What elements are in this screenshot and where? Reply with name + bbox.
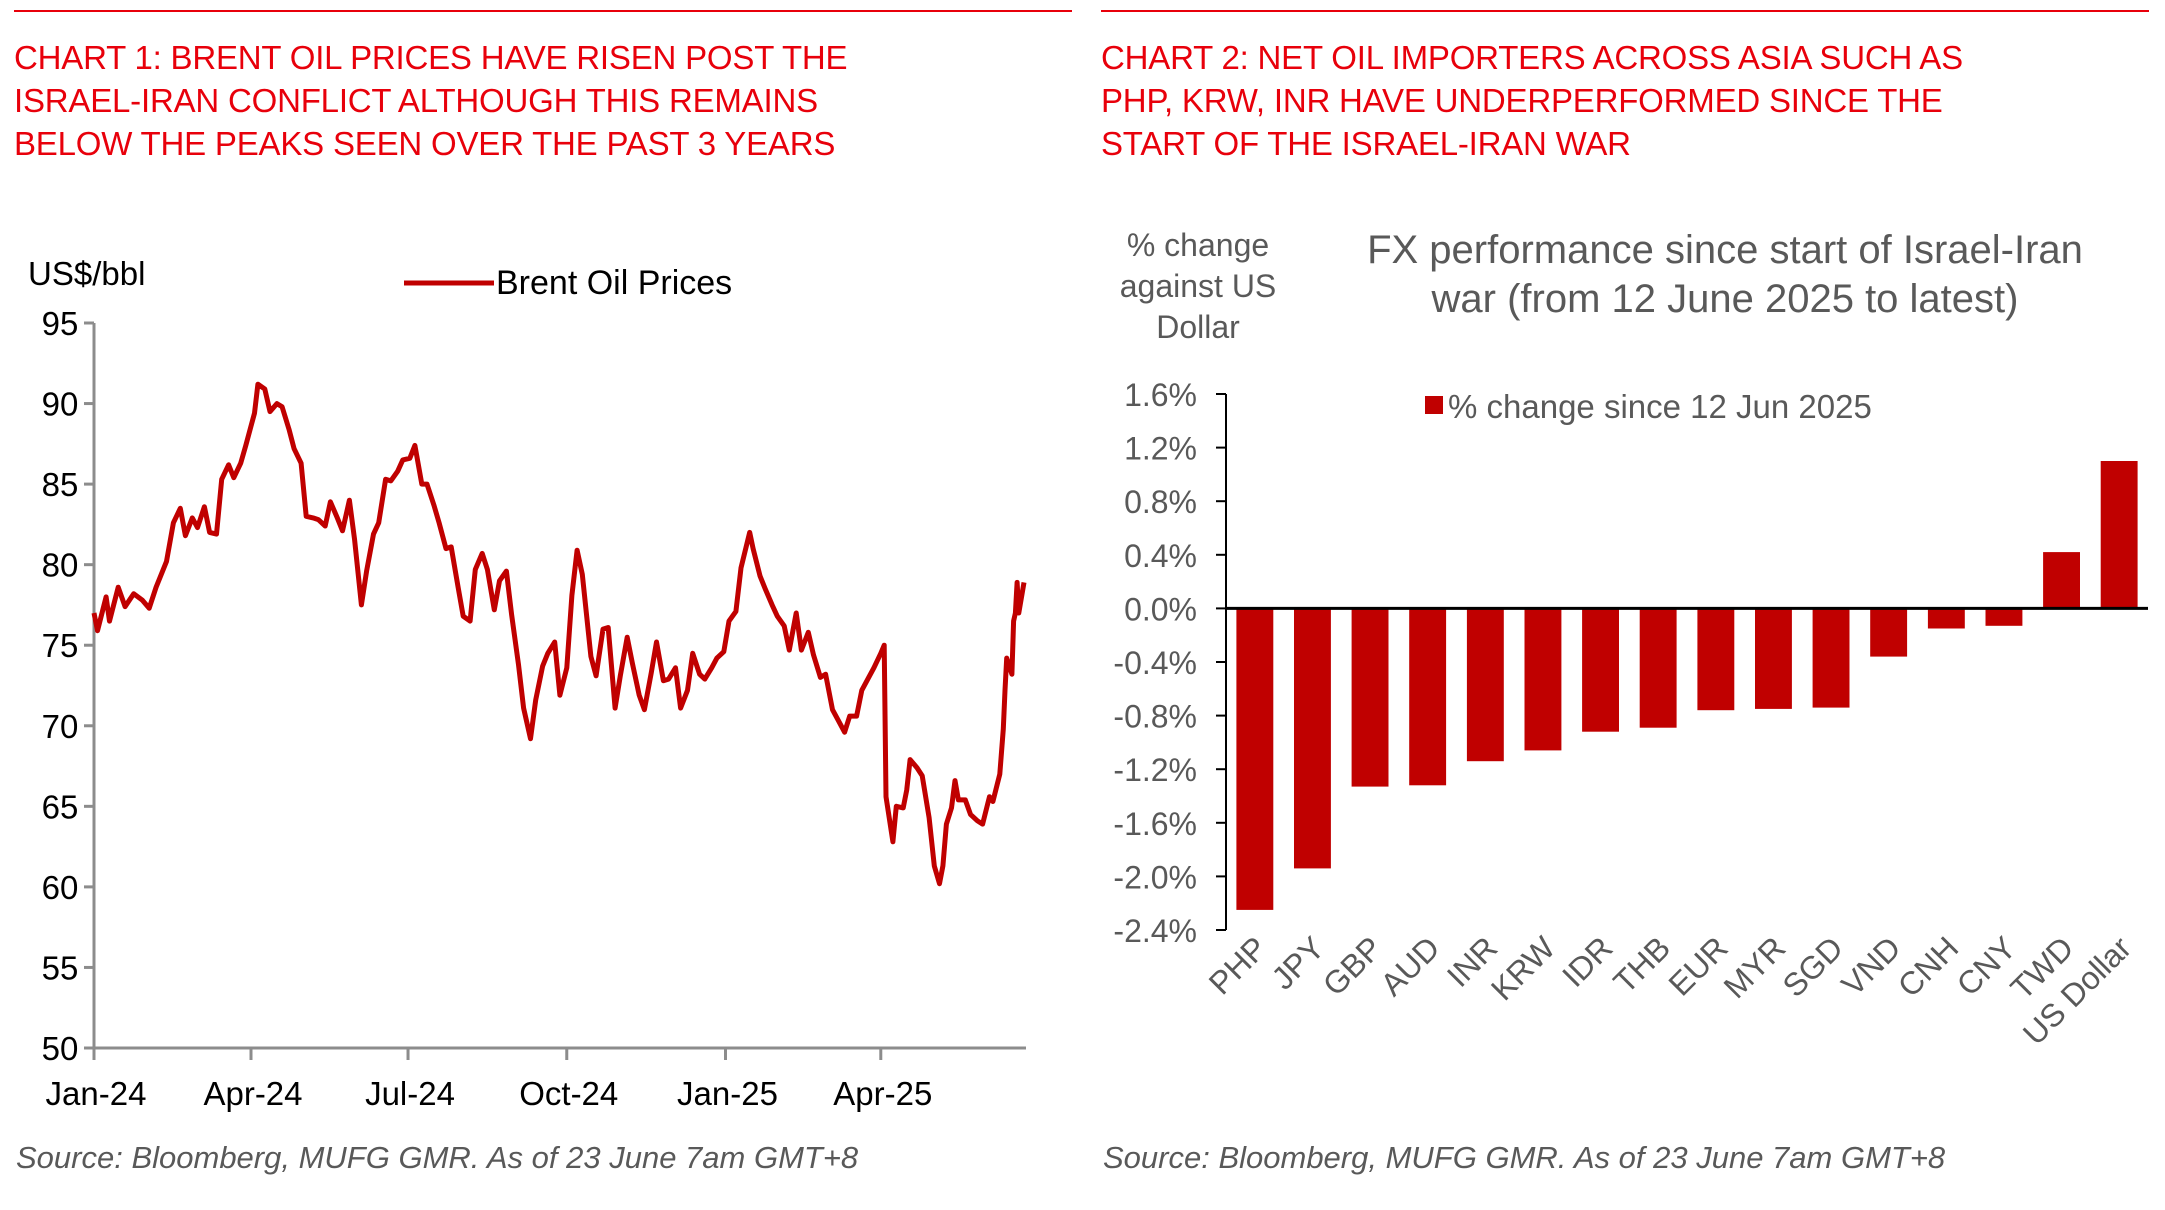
bar-vnd <box>1870 608 1908 657</box>
x-tick-label: Jan-24 <box>46 1075 147 1112</box>
x-category-label: CNY <box>1950 929 2023 1002</box>
y-tick-label: -0.8% <box>1113 699 1197 735</box>
x-category-label: EUR <box>1662 929 1735 1002</box>
chart2-heading: CHART 2: NET OIL IMPORTERS ACROSS ASIA S… <box>1101 36 1963 165</box>
bar-sgd <box>1812 608 1850 708</box>
legend-bar-swatch <box>1425 396 1443 414</box>
brent-price-line <box>91 381 1027 887</box>
y-tick-label: -2.0% <box>1113 859 1197 895</box>
chart2-heading-line: START OF THE ISRAEL-IRAN WAR <box>1101 125 1631 162</box>
legend-label-brent: Brent Oil Prices <box>496 264 732 302</box>
bar-cny <box>1985 608 2023 626</box>
y-tick-label: 95 <box>42 305 79 342</box>
bar-twd <box>2043 552 2080 609</box>
x-tick-label: Oct-24 <box>519 1075 618 1112</box>
x-category-label: KRW <box>1484 929 1562 1007</box>
chart2-legend: % change since 12 Jun 2025 <box>1425 388 1872 425</box>
x-category-label: VND <box>1834 929 1907 1002</box>
y-tick-label: 0.8% <box>1124 484 1197 520</box>
bar-idr <box>1582 608 1619 732</box>
y-tick-label: 75 <box>42 627 79 664</box>
brent-oil-line-chart: US$/bbl Brent Oil Prices 50 55 60 65 70 75 80 8… <box>28 255 1027 1112</box>
y-tick-label: 60 <box>42 869 79 906</box>
y-tick-label: 0.0% <box>1124 591 1197 627</box>
x-category-label: JPY <box>1264 929 1331 996</box>
y-tick-label: -1.6% <box>1113 806 1197 842</box>
bar-inr <box>1466 608 1504 762</box>
chart1-top-rule <box>14 10 1072 12</box>
bar-krw <box>1524 608 1562 751</box>
bar-eur <box>1697 608 1735 711</box>
ylabel-line: % change <box>1127 227 1269 263</box>
chart1-heading-line: ISRAEL-IRAN CONFLICT ALTHOUGH THIS REMAI… <box>14 82 818 119</box>
bar-cnh <box>1927 608 1965 629</box>
bar-thb <box>1639 608 1677 728</box>
y-tick-label: -2.4% <box>1113 913 1197 949</box>
chart2-heading-line: CHART 2: NET OIL IMPORTERS ACROSS ASIA S… <box>1101 39 1963 76</box>
ylabel-line: against US <box>1120 268 1277 304</box>
chart2-source-note: Source: Bloomberg, MUFG GMR. As of 23 Ju… <box>1103 1140 1946 1175</box>
x-tick-label: Apr-25 <box>833 1075 932 1112</box>
x-tick-label: Jul-24 <box>365 1075 455 1112</box>
x-tick-label: Jan-25 <box>677 1075 778 1112</box>
y-tick-label: 0.4% <box>1124 538 1197 574</box>
y-tick-label: 1.2% <box>1124 431 1197 467</box>
y-tick-label: 65 <box>42 788 79 825</box>
chart1-heading-line: CHART 1: BRENT OIL PRICES HAVE RISEN POS… <box>14 39 848 76</box>
y-tick-label: 50 <box>42 1030 79 1067</box>
x-category-label: GBP <box>1316 929 1389 1002</box>
x-category-label: PHP <box>1202 929 1274 1001</box>
bar-us-dollar <box>2100 461 2138 609</box>
chart2-top-rule <box>1101 10 2149 12</box>
chart2-ylabel: % change against US Dollar <box>1120 227 1277 345</box>
y-tick-label: 90 <box>42 386 79 423</box>
bar-jpy <box>1294 608 1331 869</box>
x-tick-label: Apr-24 <box>203 1075 302 1112</box>
x-category-label: MYR <box>1717 929 1793 1005</box>
x-category-label: SGD <box>1776 929 1850 1003</box>
y-tick-label: 80 <box>42 547 79 584</box>
x-category-label: IDR <box>1555 929 1619 993</box>
y-tick-label: -1.2% <box>1113 752 1197 788</box>
y-tick-label: -0.4% <box>1113 645 1197 681</box>
legend-label-pct-change: % change since 12 Jun 2025 <box>1448 388 1872 425</box>
ylabel-line: Dollar <box>1156 309 1240 345</box>
y-tick-label: 85 <box>42 466 79 503</box>
fx-performance-bar-chart: % change against US Dollar FX performanc… <box>1113 227 2148 1052</box>
bar-myr <box>1755 608 1792 709</box>
chart-title-line: FX performance since start of Israel-Ira… <box>1367 228 2083 272</box>
y-tick-label: 55 <box>42 949 79 986</box>
y-axis-unit-label: US$/bbl <box>28 255 145 292</box>
chart2-heading-line: PHP, KRW, INR HAVE UNDERPERFORMED SINCE … <box>1101 82 1943 119</box>
bar-aud <box>1409 608 1447 786</box>
chart2-title: FX performance since start of Israel-Ira… <box>1367 228 2083 321</box>
y-tick-label: 1.6% <box>1124 377 1197 413</box>
chart1-legend: Brent Oil Prices <box>404 264 732 302</box>
chart1-source-note: Source: Bloomberg, MUFG GMR. As of 23 Ju… <box>16 1140 859 1175</box>
bar-gbp <box>1351 608 1389 787</box>
bar-php <box>1236 608 1274 910</box>
chart1-heading-line: BELOW THE PEAKS SEEN OVER THE PAST 3 YEA… <box>14 125 836 162</box>
chart1-heading: CHART 1: BRENT OIL PRICES HAVE RISEN POS… <box>14 36 848 165</box>
y-tick-label: 70 <box>42 708 79 745</box>
x-category-label: THB <box>1606 929 1677 1000</box>
x-category-label: AUD <box>1373 929 1446 1002</box>
chart-title-line: war (from 12 June 2025 to latest) <box>1431 277 2019 321</box>
x-category-label: CNH <box>1891 929 1965 1003</box>
